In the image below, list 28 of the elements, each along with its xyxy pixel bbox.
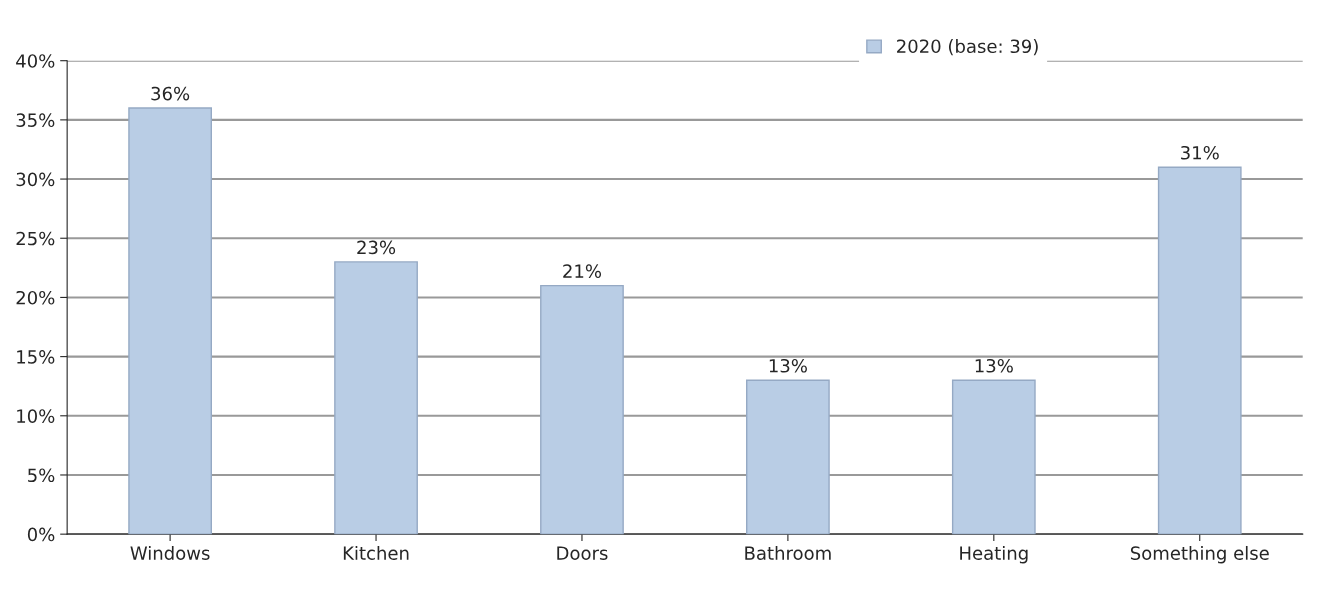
x-tick-label: Heating (960, 545, 1028, 564)
x-tick-label: Doors (557, 546, 608, 560)
bar (540, 284, 624, 535)
y-tick-label: 20% (16, 290, 55, 305)
y-tick-label: 15% (17, 350, 55, 364)
x-tick-label: Something else (1130, 545, 1269, 564)
y-tick-label: 40% (16, 54, 55, 68)
data-label: 23% (357, 240, 396, 255)
data-label: 21% (563, 264, 602, 278)
bar (746, 379, 830, 535)
x-tick-label: Kitchen (343, 545, 409, 560)
data-label: 31% (1181, 145, 1219, 160)
bar (951, 379, 1036, 535)
data-label: 13% (975, 358, 1013, 373)
data-label: 36% (151, 86, 190, 101)
y-tick-label: 10% (17, 409, 55, 423)
y-tick-label: 35% (16, 113, 55, 127)
legend-label: 2020 (base: 39) (897, 39, 1038, 56)
y-tick-label: 30% (16, 172, 55, 187)
data-label: 13% (769, 358, 807, 373)
bar (334, 261, 418, 535)
bar (1157, 166, 1242, 535)
x-tick-label: Bathroom (745, 545, 831, 560)
y-tick-label: 25% (16, 231, 55, 246)
y-tick-label: 5% (28, 468, 55, 483)
y-tick-label: 0% (27, 527, 55, 542)
x-tick-label: Windows (130, 545, 210, 560)
bar (128, 107, 212, 535)
